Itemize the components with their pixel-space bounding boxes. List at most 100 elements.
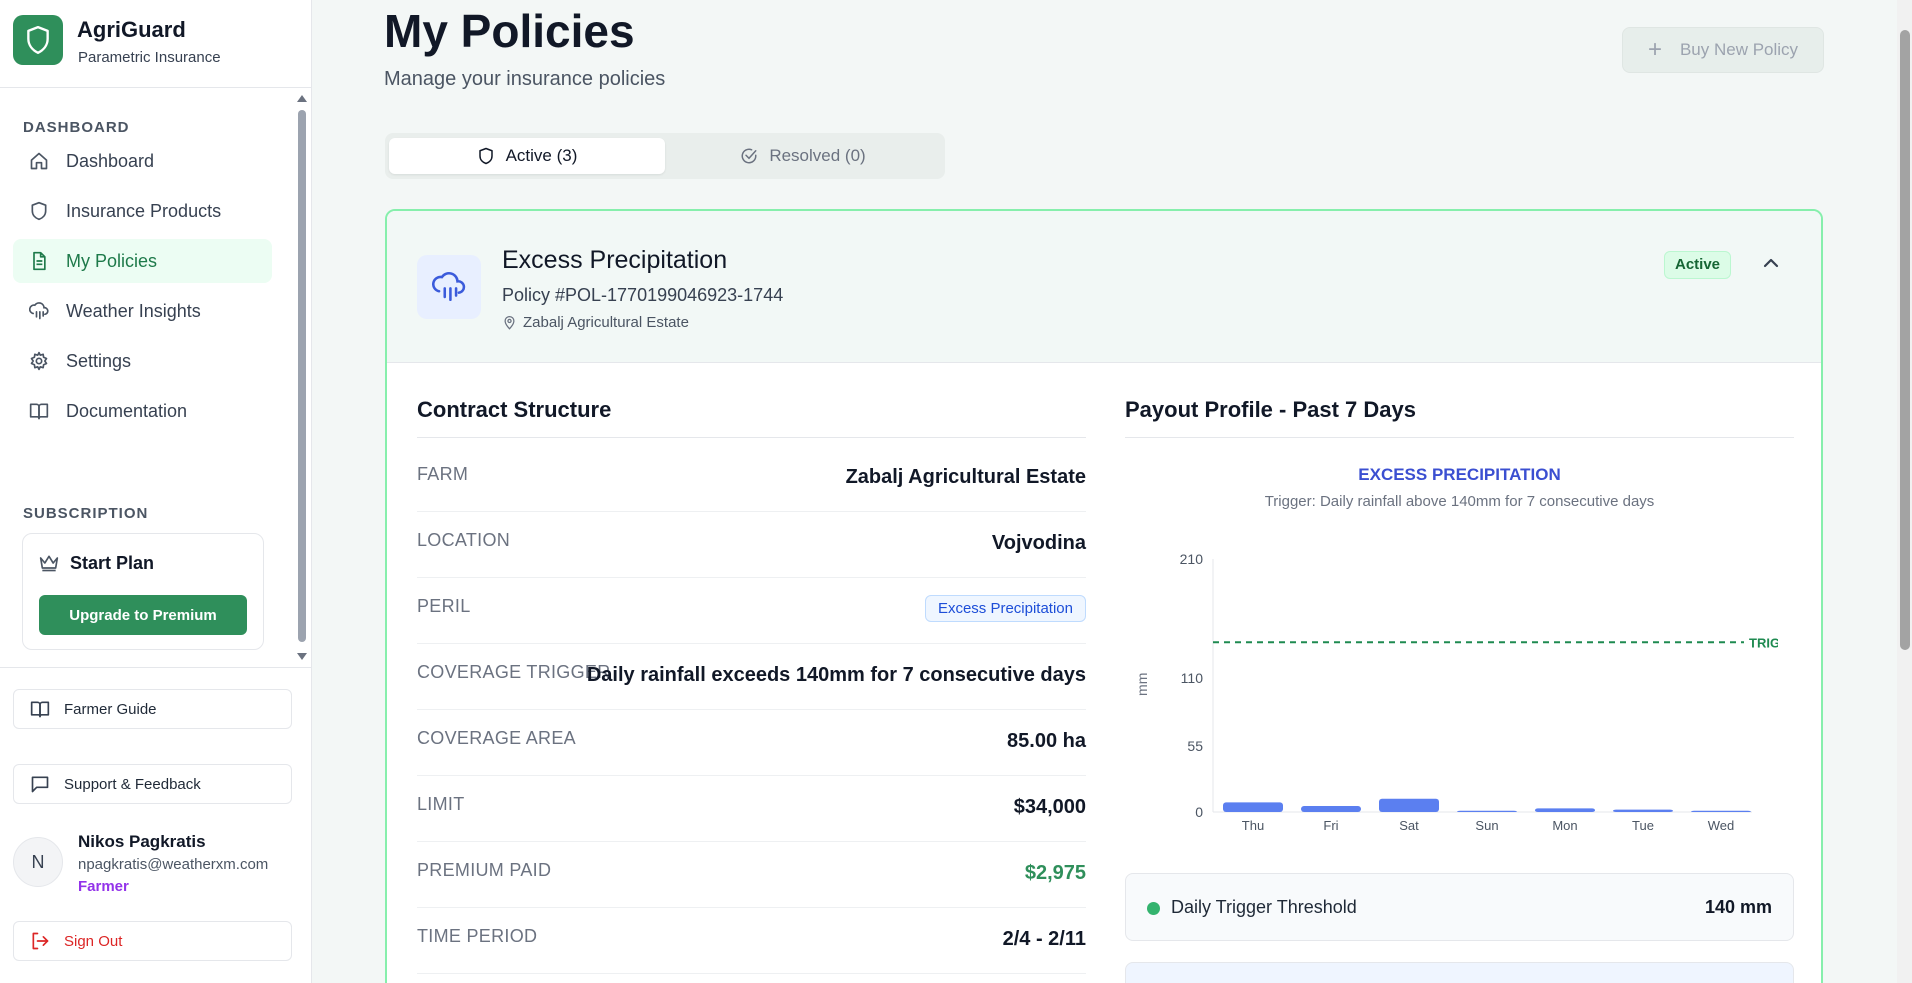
tab-active[interactable]: Active (3) [389,138,665,174]
shield-icon [478,147,493,165]
sidebar-item-label: Settings [66,350,132,371]
shield-icon [31,201,47,221]
chevron-up-icon[interactable] [1759,251,1783,275]
policy-number: Policy #POL-1770199046923-1744 [502,285,784,305]
policy-header[interactable]: Excess Precipitation Policy #POL-1770199… [387,211,1821,363]
user-email: npagkratis@weatherxm.com [78,856,269,873]
sidebar: AgriGuard Parametric Insurance DASHBOARD… [0,0,312,983]
sign-out-label: Sign Out [64,932,123,950]
sidebar-scrollbar[interactable] [298,110,306,642]
row-label: LOCATION [417,530,511,550]
threshold-dot [1147,902,1160,915]
x-tick-label: Wed [1708,818,1735,833]
policy-location: Zabalj Agricultural Estate [502,314,689,331]
x-tick-label: Sun [1475,818,1498,833]
x-tick-label: Mon [1552,818,1577,833]
upgrade-button[interactable]: Upgrade to Premium [39,595,247,635]
tab-label: Active (3) [505,146,578,165]
status-badge: Active [1664,251,1732,279]
row-label: COVERAGE TRIGGER [417,662,611,682]
brand-name: AgriGuard [77,17,186,42]
log-out-icon [32,932,49,950]
contract-row-coverage-trigger: COVERAGE TRIGGER Daily rainfall exceeds … [417,644,1086,710]
page-subtitle: Manage your insurance policies [384,68,666,90]
contract-divider [417,437,1086,438]
sidebar-divider [0,667,311,668]
file-text-icon [33,251,46,271]
check-circle-icon [741,148,757,164]
contract-row-farm: FARM Zabalj Agricultural Estate [417,446,1086,512]
bar-wed [1691,810,1751,812]
buy-new-policy-label: Buy New Policy [1679,40,1799,59]
main-scrollbar[interactable] [1900,30,1910,650]
peril-badge: Excess Precipitation [924,595,1086,622]
policy-location-label: Zabalj Agricultural Estate [523,314,689,331]
plus-icon: + [1647,36,1662,63]
row-label: FARM [417,464,469,484]
scroll-down-arrow-icon[interactable] [296,652,308,662]
avatar: N [13,837,63,887]
scroll-up-arrow-icon[interactable] [296,93,308,103]
gear-icon [30,351,48,371]
user-role: Farmer [78,878,129,895]
y-tick-label: 110 [1181,670,1204,686]
row-value: 85.00 ha [1007,730,1086,752]
row-label: PERIL [417,596,471,616]
policy-name: Excess Precipitation [502,246,728,274]
sidebar-item-weather-insights[interactable]: Weather Insights [13,289,272,333]
crown-icon [39,555,59,572]
row-value: Zabalj Agricultural Estate [845,466,1086,488]
bar-tue [1613,809,1673,812]
sign-out-button[interactable]: Sign Out [13,921,292,961]
x-tick-label: Fri [1323,818,1338,833]
x-tick-label: Thu [1242,818,1264,833]
sidebar-item-settings[interactable]: Settings [13,339,272,383]
row-value: 2/4 - 2/11 [1002,928,1086,950]
support-feedback-button[interactable]: Support & Feedback [13,764,292,804]
y-tick-label: 55 [1187,738,1203,754]
tab-resolved[interactable]: Resolved (0) [665,138,941,174]
shield-logo-icon [13,15,63,65]
farmer-guide-button[interactable]: Farmer Guide [13,689,292,729]
sidebar-item-label: Dashboard [66,150,155,171]
plan-card: Start Plan Upgrade to Premium [22,533,264,650]
row-label: COVERAGE AREA [417,728,576,748]
brand-tagline: Parametric Insurance [78,49,221,66]
sidebar-item-insurance-products[interactable]: Insurance Products [13,189,272,233]
plan-name: Start Plan [70,553,155,573]
trigger-label: TRIGGER [1749,635,1794,650]
farmer-guide-label: Farmer Guide [64,700,157,718]
threshold-label: Daily Trigger Threshold [1171,897,1357,917]
bar-mon [1535,808,1595,812]
contract-row-coverage-area: COVERAGE AREA 85.00 ha [417,710,1086,776]
row-label: TIME PERIOD [417,926,538,946]
bar-sat [1379,798,1439,812]
x-tick-label: Tue [1632,818,1654,833]
sidebar-item-label: Weather Insights [66,300,201,321]
payout-chart: 210 110 55 0 mm Thu Fri Sat Sun Mon Tue Wed TRIGGER [1134,551,1794,833]
bar-fri [1301,806,1361,812]
row-value: Vojvodina [991,532,1086,554]
bar-sun [1457,810,1517,812]
user-name: Nikos Pagkratis [78,832,206,851]
sidebar-item-documentation[interactable]: Documentation [13,389,272,433]
buy-new-policy-button[interactable]: + Buy New Policy [1622,27,1824,73]
peril-icon [417,255,481,319]
info-card [1125,962,1794,983]
contract-row-time-period: TIME PERIOD 2/4 - 2/11 [417,908,1086,974]
book-icon [29,403,49,420]
payout-profile-title: Payout Profile - Past 7 Days [1125,397,1416,422]
sidebar-item-label: Documentation [66,400,188,421]
sidebar-item-dashboard[interactable]: Dashboard [13,139,272,183]
contract-row-location: LOCATION Vojvodina [417,512,1086,578]
section-label-subscription: SUBSCRIPTION [23,505,149,522]
y-axis-label: mm [1134,673,1150,696]
cloud-rain-icon [432,272,466,302]
chart-title: EXCESS PRECIPITATION [1358,465,1561,484]
policy-card: Excess Precipitation Policy #POL-1770199… [385,209,1823,983]
sidebar-item-my-policies[interactable]: My Policies [13,239,272,283]
y-tick-label: 0 [1195,804,1203,820]
policy-tabs: Active (3) Resolved (0) [385,133,945,179]
x-tick-label: Sat [1399,818,1419,833]
row-label: LIMIT [417,794,465,814]
